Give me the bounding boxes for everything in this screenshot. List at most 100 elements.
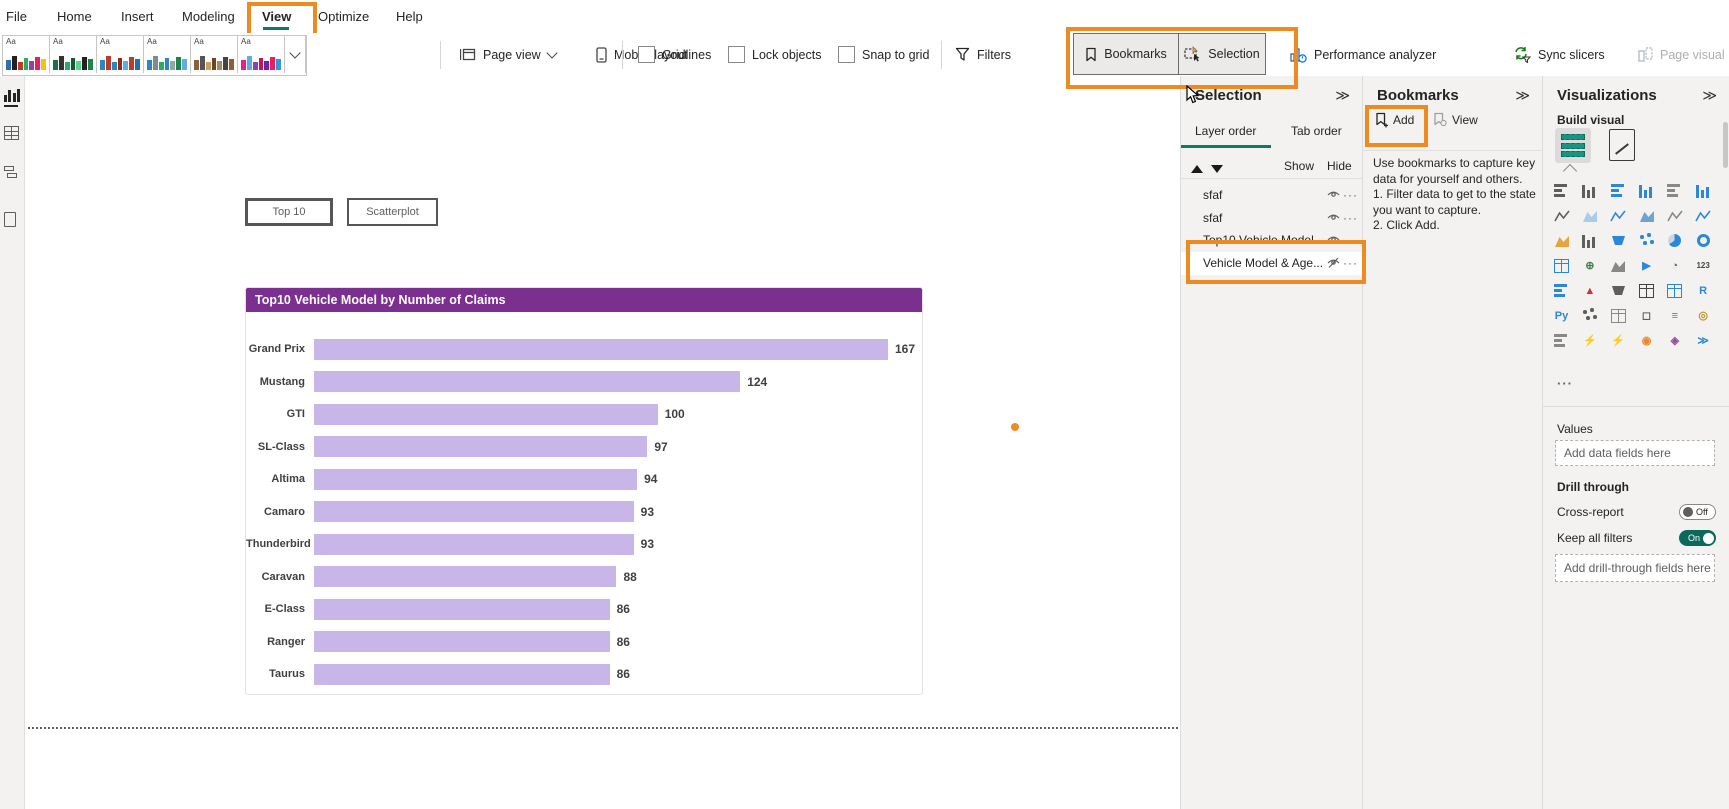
report-view-button[interactable]: [4, 86, 20, 107]
theme-thumbnail-6[interactable]: Aa: [238, 36, 285, 73]
arcgis-map-icon[interactable]: ◉: [1641, 335, 1652, 347]
page-view-button[interactable]: Page view: [460, 33, 558, 76]
scatter-chart-icon[interactable]: [1638, 232, 1655, 249]
donut-chart-icon[interactable]: [1695, 232, 1712, 249]
tab-tab-order[interactable]: Tab order: [1291, 124, 1342, 138]
bar-camaro[interactable]: [314, 501, 634, 523]
treemap-icon[interactable]: [1553, 257, 1570, 274]
paginated-report-icon[interactable]: [1553, 332, 1570, 349]
area-chart-icon[interactable]: [1581, 207, 1598, 224]
values-field-well[interactable]: Add data fields here: [1555, 440, 1715, 466]
bar-grand-prix[interactable]: [314, 338, 888, 360]
stacked-column-chart-icon[interactable]: [1581, 182, 1598, 199]
show-all-button[interactable]: Show: [1284, 159, 1315, 173]
cross-report-toggle[interactable]: Off: [1679, 504, 1716, 520]
bar-mustang[interactable]: [314, 371, 741, 393]
move-layer-down-button[interactable]: [1211, 160, 1223, 178]
stacked-bar-chart-icon[interactable]: [1553, 182, 1570, 199]
layer-item-2[interactable]: sfaf ···: [1181, 207, 1362, 230]
azure-map-icon[interactable]: ▶: [1642, 260, 1651, 272]
stacked-area-chart-icon[interactable]: [1610, 207, 1627, 224]
bar-ranger[interactable]: [314, 631, 610, 653]
bar-thunderbird[interactable]: [314, 533, 634, 555]
python-script-icon[interactable]: Py: [1554, 309, 1569, 322]
funnel-chart-icon[interactable]: [1610, 232, 1627, 249]
tab-layer-order[interactable]: Layer order: [1195, 124, 1257, 138]
visibility-eye-icon[interactable]: [1327, 212, 1340, 223]
filters-button[interactable]: Filters: [955, 33, 1011, 76]
bar-e-class[interactable]: [314, 598, 610, 620]
menu-item-file[interactable]: File: [6, 9, 27, 24]
bar-chart-visual[interactable]: Top10 Vehicle Model by Number of Claims …: [245, 287, 923, 695]
line-and-clustered-column-chart-icon[interactable]: [1695, 207, 1712, 224]
add-bookmark-button[interactable]: Add: [1375, 112, 1414, 128]
canvas-button-scatterplot[interactable]: Scatterplot: [347, 198, 438, 226]
collapse-pane-icon[interactable]: ≫: [1702, 87, 1717, 103]
bar-altima[interactable]: [314, 468, 638, 490]
metrics-icon[interactable]: ◎: [1698, 310, 1708, 322]
bar-caravan[interactable]: [314, 566, 617, 588]
ribbon-chart-icon[interactable]: [1553, 232, 1570, 249]
menu-item-optimize[interactable]: Optimize: [318, 9, 370, 24]
more-options-icon[interactable]: ···: [1343, 188, 1358, 202]
more-options-icon[interactable]: ···: [1557, 376, 1573, 391]
100-stacked-bar-chart-icon[interactable]: [1666, 182, 1683, 199]
more-visual-icon[interactable]: ≫: [1697, 335, 1709, 347]
bar-gti[interactable]: [314, 403, 658, 425]
collapse-pane-icon[interactable]: ≫: [1335, 87, 1350, 103]
checkbox-unchecked[interactable]: [638, 46, 655, 63]
format-visual-mode-button[interactable]: [1609, 129, 1635, 161]
view-bookmarks-button[interactable]: View: [1433, 112, 1478, 127]
card-icon[interactable]: 123: [1696, 261, 1710, 270]
menu-item-view[interactable]: View: [262, 9, 292, 24]
theme-thumbnail-3[interactable]: Aa: [97, 36, 144, 73]
slicer-icon[interactable]: [1610, 282, 1627, 299]
waterfall-chart-icon[interactable]: [1581, 232, 1598, 249]
page-visual-interactions-button[interactable]: Page visual: [1638, 33, 1725, 76]
theme-thumbnail-4[interactable]: Aa: [144, 36, 191, 73]
filled-map-icon[interactable]: [1610, 257, 1627, 274]
sync-slicers-button[interactable]: Sync slicers: [1513, 33, 1605, 76]
kpi-icon[interactable]: ▲: [1584, 284, 1596, 297]
report-canvas[interactable]: Top 10 Scatterplot Top10 Vehicle Model by…: [25, 76, 1180, 809]
line-chart-icon[interactable]: [1553, 207, 1570, 224]
checkbox-unchecked[interactable]: [838, 46, 855, 63]
multi-row-card-icon[interactable]: [1553, 282, 1570, 299]
lock-objects-checkbox-group[interactable]: Lock objects: [728, 33, 821, 76]
power-automate-icon[interactable]: ⚡: [1611, 335, 1625, 347]
visibility-eye-icon[interactable]: [1327, 189, 1340, 200]
theme-gallery[interactable]: Aa Aa Aa Aa Aa Aa: [2, 35, 307, 76]
menu-item-insert[interactable]: Insert: [121, 9, 154, 24]
drill-through-field-well[interactable]: Add drill-through fields here: [1555, 554, 1715, 582]
collapse-pane-icon[interactable]: ≫: [1515, 87, 1530, 103]
bar-taurus[interactable]: [314, 663, 610, 685]
table-icon[interactable]: [1638, 282, 1655, 299]
matrix-icon[interactable]: [1666, 282, 1683, 299]
data-view-button[interactable]: [4, 126, 20, 142]
100-stacked-column-chart-icon[interactable]: [1695, 182, 1712, 199]
menu-item-modeling[interactable]: Modeling: [182, 9, 235, 24]
pie-chart-icon[interactable]: [1666, 232, 1683, 249]
checkbox-unchecked[interactable]: [728, 46, 745, 63]
theme-thumbnail-1[interactable]: Aa: [3, 36, 50, 73]
gridlines-checkbox-group[interactable]: Gridlines: [638, 33, 711, 76]
line-and-stacked-column-chart-icon[interactable]: [1666, 207, 1683, 224]
visibility-eye-off-icon[interactable]: [1327, 257, 1340, 269]
selection-toggle-button[interactable]: Selection: [1178, 33, 1266, 75]
layer-item-1[interactable]: sfaf ···: [1181, 184, 1362, 207]
model-view-button[interactable]: [4, 166, 20, 182]
pane-scrollbar[interactable]: [1723, 122, 1728, 168]
theme-thumbnail-2[interactable]: Aa: [50, 36, 97, 73]
gauge-icon[interactable]: ◔: [1671, 259, 1679, 272]
theme-thumbnail-5[interactable]: Aa: [191, 36, 238, 73]
layer-item-4[interactable]: Vehicle Model & Age... ···: [1181, 251, 1362, 275]
clustered-bar-chart-icon[interactable]: [1610, 182, 1627, 199]
theme-gallery-expand-button[interactable]: [285, 36, 306, 73]
qa-icon[interactable]: ◻: [1641, 310, 1652, 322]
build-visual-mode-button[interactable]: [1555, 128, 1591, 163]
menu-item-help[interactable]: Help: [396, 9, 423, 24]
more-options-icon[interactable]: ···: [1343, 210, 1358, 225]
key-influencers-icon[interactable]: [1581, 307, 1598, 324]
dax-query-view-button[interactable]: [4, 212, 20, 228]
100-stacked-area-chart-icon[interactable]: [1638, 207, 1655, 224]
